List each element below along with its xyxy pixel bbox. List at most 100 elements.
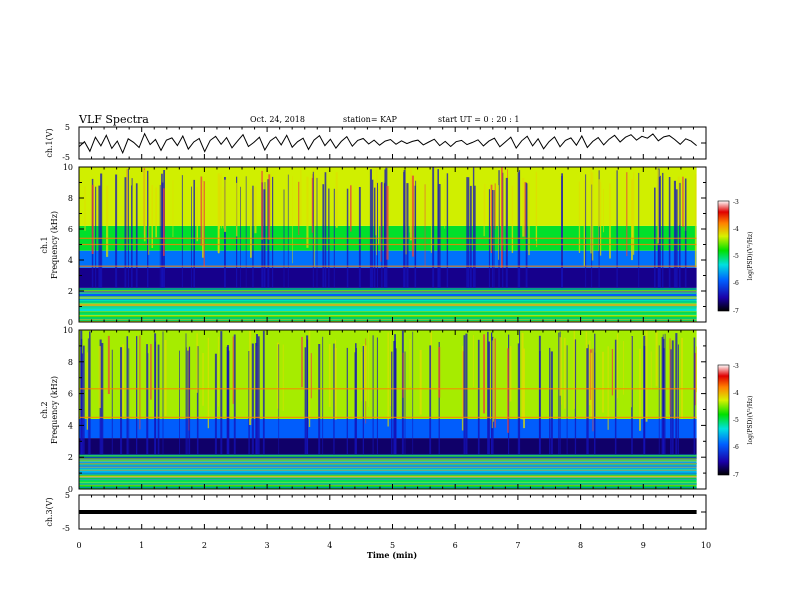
- spectrum-streak: [465, 333, 468, 454]
- spectrum-streak: [681, 337, 683, 419]
- spectrum-streak: [585, 174, 587, 288]
- spectrum-streak: [202, 182, 204, 258]
- time-axis-label: Time (min): [367, 550, 417, 560]
- spectrum-streak: [224, 179, 227, 232]
- spectrum-streak: [487, 331, 489, 454]
- spectrum-streak: [217, 336, 219, 407]
- spectrum-streak: [126, 336, 129, 455]
- ch1-ytick-top: 5: [65, 123, 70, 132]
- spectrum-streak: [639, 348, 641, 431]
- spectrum-streak: [223, 187, 225, 229]
- spectrum-streak: [463, 335, 466, 455]
- spectrum-streak: [614, 339, 617, 454]
- spectrum-streak: [406, 183, 409, 288]
- spectrum-streak: [335, 339, 336, 406]
- spectrum-streak: [106, 185, 109, 257]
- spectrum-streak: [384, 169, 386, 288]
- spectrum-streak: [146, 344, 148, 454]
- spectrum-streak: [136, 336, 138, 454]
- x-tick-label: 0: [76, 541, 81, 550]
- spectrum-streak: [189, 346, 191, 454]
- spectrum-streak: [473, 335, 474, 388]
- x-tick-label: 9: [641, 541, 646, 550]
- spectrum-streak: [368, 330, 369, 407]
- spectrum-streak: [538, 335, 541, 454]
- spectrum-streak: [362, 346, 364, 455]
- spectrum-streak: [181, 175, 183, 288]
- spectrum-streak: [252, 185, 254, 288]
- spectrum-streak: [617, 333, 619, 399]
- spectrum-streak: [409, 187, 411, 233]
- spectrum-streak: [519, 170, 521, 288]
- spectrum-streak: [561, 176, 563, 288]
- spectrum-streak: [89, 331, 91, 454]
- spectrum-streak: [107, 335, 110, 394]
- spectrum-texture: [79, 473, 697, 474]
- spectrum-streak: [120, 347, 123, 454]
- spectrum-streak: [312, 171, 314, 288]
- spectrum-streak: [602, 351, 604, 413]
- spectrum-streak: [643, 335, 646, 454]
- spectrum-streak: [590, 352, 593, 417]
- spectrum-streak: [682, 176, 684, 227]
- spectrum-streak: [432, 167, 435, 288]
- spectrum-texture: [79, 470, 697, 471]
- spectrum-streak: [623, 341, 624, 395]
- spectrum-streak: [157, 344, 160, 454]
- spectrum-streak: [179, 350, 180, 454]
- spectrum-band: [79, 267, 697, 288]
- spectrum-streak: [517, 172, 520, 288]
- x-tick-label: 3: [265, 541, 270, 550]
- spectrum-streak: [386, 186, 389, 260]
- spectrum-texture: [79, 471, 697, 472]
- x-tick-label: 5: [390, 541, 395, 550]
- spectrum-streak: [200, 176, 203, 246]
- spectrum-streak: [304, 347, 306, 454]
- spectrum-streak: [377, 182, 378, 288]
- y-tick-label: 0: [68, 485, 73, 494]
- y-tick-label: 10: [63, 326, 73, 335]
- spectrum-streak: [316, 177, 318, 288]
- spectrum-texture: [79, 471, 697, 473]
- spectrum-texture: [79, 292, 697, 294]
- y-tick-label: 8: [68, 358, 73, 367]
- ch1-waveform-line: [78, 132, 697, 155]
- spectrum-streak: [677, 344, 679, 454]
- spectrum-streak: [193, 179, 195, 288]
- spectrum-streak: [469, 185, 472, 288]
- spectrum-texture: [79, 474, 697, 476]
- spectrum-streak: [493, 337, 494, 422]
- spectrum-streak: [491, 340, 493, 429]
- spectrum-streak: [328, 344, 331, 407]
- ch2-spectrogram-panel: 0 2 4 6 8 10 ch.2 Frequency (kHz): [40, 326, 707, 494]
- spectrum-streak: [611, 349, 613, 396]
- spectrum-streak: [98, 185, 101, 288]
- spectrum-streak: [494, 338, 496, 428]
- ch3-waveform-ylabel: ch.3(V): [45, 497, 54, 526]
- spectrum-streak: [292, 176, 293, 264]
- spectrum-streak: [287, 174, 289, 288]
- spectrum-texture: [79, 476, 697, 478]
- spectrum-texture: [79, 311, 697, 313]
- spectrum-streak: [583, 180, 585, 266]
- spectrum-streak: [186, 347, 187, 454]
- spectrum-streak: [491, 333, 492, 455]
- spectrum-streak: [387, 332, 389, 427]
- spectrum-streak: [354, 352, 356, 454]
- spectrum-streak: [381, 182, 383, 288]
- spectrum-streak: [662, 348, 665, 454]
- ch2-spectrogram-ylabel: ch.2: [40, 401, 49, 418]
- spectrum-streak: [333, 343, 335, 454]
- spectrum-texture: [79, 316, 697, 318]
- spectrum-streak: [677, 176, 680, 226]
- spectrum-streak: [308, 330, 311, 427]
- ch1-cb-tick-m6: -6: [733, 280, 739, 287]
- spectrum-streak: [390, 332, 392, 407]
- spectrum-texture: [79, 457, 697, 459]
- spectrum-streak: [670, 349, 672, 454]
- spectrum-streak: [409, 169, 412, 241]
- spectrum-streak: [661, 336, 664, 454]
- spectrum-streak: [444, 178, 446, 229]
- spectrum-texture: [79, 469, 697, 471]
